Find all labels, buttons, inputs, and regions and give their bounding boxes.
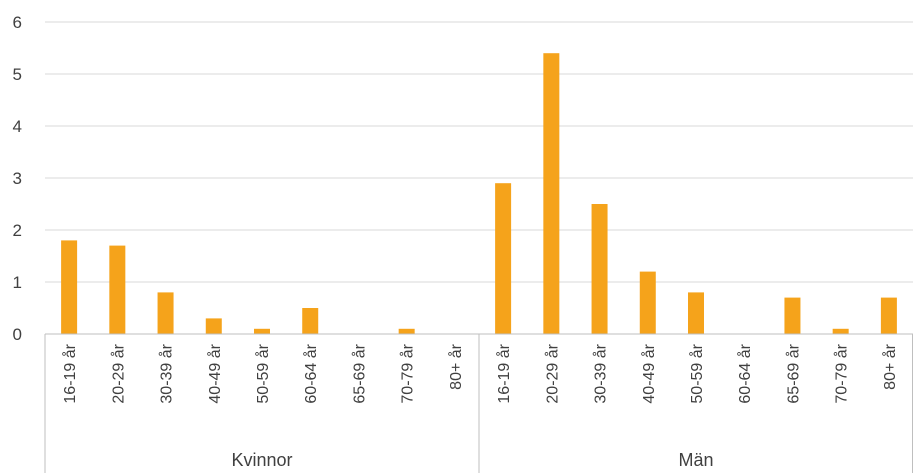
gridlines <box>45 21 913 335</box>
category-label: 65-69 år <box>350 343 368 403</box>
bar-Män-65-69 år <box>784 297 801 334</box>
category-labels: 16-19 år 20-29 år 30-39 år 40-49 år 50-59 år… <box>61 343 899 403</box>
y-tick-label: 3 <box>13 169 22 188</box>
group-label-Män: Män <box>678 450 713 470</box>
bar-Män-40-49 år <box>639 271 656 334</box>
category-label: 50-59 år <box>254 343 272 403</box>
category-label: 80+ år <box>447 343 465 389</box>
bar-Män-30-39 år <box>591 204 608 334</box>
bar-Kvinnor-40-49 år <box>205 318 222 334</box>
category-label: 30-39 år <box>592 343 610 403</box>
category-label: 16-19 år <box>495 343 513 403</box>
bar-Kvinnor-30-39 år <box>157 292 174 334</box>
category-label: 70-79 år <box>833 343 851 403</box>
group-labels: Kvinnor Män <box>231 450 713 470</box>
group-label-Kvinnor: Kvinnor <box>231 450 292 470</box>
category-label: 40-49 år <box>206 343 224 403</box>
bars <box>61 53 897 334</box>
bar-Män-16-19 år <box>495 183 512 334</box>
category-label: 30-39 år <box>158 343 176 403</box>
bar-Män-80+ år <box>880 297 897 334</box>
bar-Kvinnor-16-19 år <box>61 240 78 334</box>
category-label: 20-29 år <box>543 343 561 403</box>
category-label: 60-64 år <box>302 343 320 403</box>
y-tick-label: 4 <box>13 117 22 136</box>
category-label: 20-29 år <box>109 343 127 403</box>
bar-Kvinnor-50-59 år <box>254 328 270 334</box>
bar-Kvinnor-20-29 år <box>109 245 126 334</box>
y-tick-label: 6 <box>13 13 22 32</box>
y-tick-label: 1 <box>13 273 22 292</box>
category-label: 70-79 år <box>399 343 417 403</box>
y-axis-ticks: 0 1 2 3 4 5 6 <box>13 13 22 344</box>
bar-Män-50-59 år <box>688 292 704 334</box>
category-label: 40-49 år <box>640 343 658 403</box>
y-tick-label: 2 <box>13 221 22 240</box>
category-label: 80+ år <box>881 343 899 389</box>
y-tick-label: 0 <box>13 325 22 344</box>
bar-Män-70-79 år <box>832 328 849 334</box>
bar-Kvinnor-70-79 år <box>398 328 415 334</box>
category-label: 60-64 år <box>736 343 754 403</box>
y-tick-label: 5 <box>13 65 22 84</box>
bar-Kvinnor-60-64 år <box>302 308 319 334</box>
category-label: 16-19 år <box>61 343 79 403</box>
category-label: 50-59 år <box>688 343 706 403</box>
category-label: 65-69 år <box>784 343 802 403</box>
bar-Män-20-29 år <box>543 53 560 334</box>
